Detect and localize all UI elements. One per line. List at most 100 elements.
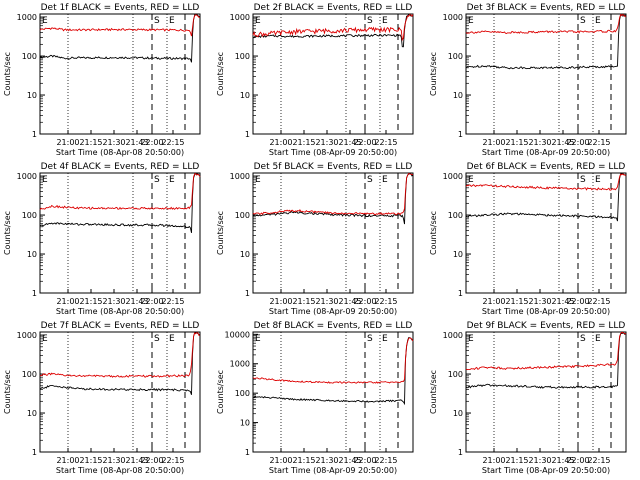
panel-title: Det 7f BLACK = Events, RED = LLD xyxy=(41,321,200,331)
plot-frame xyxy=(465,13,627,135)
y-tick-label: 1000 xyxy=(443,331,463,340)
x-tick-label: 21:30 xyxy=(102,297,125,306)
x-tick-label: 22:15 xyxy=(161,456,184,465)
x-tick-label: 22:00 xyxy=(566,456,589,465)
marker-s: S xyxy=(580,16,586,26)
x-tick-label: 22:15 xyxy=(374,297,397,306)
plot-frame xyxy=(39,331,201,453)
y-tick-label: 100 xyxy=(22,211,37,220)
marker-e: E xyxy=(595,175,601,185)
y-axis-label: Counts/sec xyxy=(216,370,225,414)
events-series-line xyxy=(39,14,201,63)
x-tick-label: 21:15 xyxy=(79,138,102,147)
detector-panel-9: Det 9f BLACK = Events, RED = LLD 1 10 100 10… xyxy=(429,321,627,475)
y-axis-label: Counts/sec xyxy=(3,211,12,255)
marker-e: E xyxy=(42,16,48,26)
x-tick-label: 22:15 xyxy=(587,297,610,306)
y-tick-label: 1000 xyxy=(443,172,463,181)
plot-frame xyxy=(252,172,414,294)
marker-e: E xyxy=(595,16,601,26)
events-series-line xyxy=(39,172,201,233)
x-tick-label: 21:15 xyxy=(79,297,102,306)
x-tick-label: 21:00 xyxy=(56,297,79,306)
y-tick-label: 100 xyxy=(235,52,250,61)
marker-e: E xyxy=(595,334,601,344)
y-tick-label: 1000 xyxy=(443,13,463,22)
x-tick-label: 22:15 xyxy=(374,456,397,465)
x-tick-label: 22:00 xyxy=(353,138,376,147)
y-tick-label: 100 xyxy=(235,389,250,398)
panel-title: Det 4f BLACK = Events, RED = LLD xyxy=(41,162,200,172)
marker-e: E xyxy=(468,334,474,344)
events-series-line xyxy=(253,14,413,48)
marker-e: E xyxy=(169,334,175,344)
x-tick-label: 21:15 xyxy=(292,297,315,306)
x-tick-label: 21:45 xyxy=(338,138,361,147)
marker-s: S xyxy=(580,334,586,344)
y-tick-label: 100 xyxy=(448,370,463,379)
y-tick-label: 1 xyxy=(458,448,463,457)
x-tick-label: 22:00 xyxy=(566,138,589,147)
marker-e: E xyxy=(468,16,474,26)
x-tick-label: 21:30 xyxy=(102,456,125,465)
y-tick-label: 10 xyxy=(27,91,37,100)
lld-series-line xyxy=(39,332,201,378)
marker-s: S xyxy=(367,334,373,344)
x-tick-label: 21:45 xyxy=(338,456,361,465)
x-axis-label: Start Time (08-Apr-09 20:50:00) xyxy=(482,307,610,316)
panel-title: Det 2f BLACK = Events, RED = LLD xyxy=(254,3,413,13)
x-tick-label: 22:15 xyxy=(587,138,610,147)
marker-e: E xyxy=(42,175,48,185)
x-tick-label: 21:00 xyxy=(269,297,292,306)
x-tick-label: 21:15 xyxy=(505,138,528,147)
y-tick-label: 10 xyxy=(240,250,250,259)
events-series-line xyxy=(465,173,627,222)
x-axis-label: Start Time (08-Apr-09 20:50:00) xyxy=(269,148,397,157)
marker-e: E xyxy=(255,175,261,185)
x-tick-label: 21:30 xyxy=(528,138,551,147)
y-tick-label: 1 xyxy=(458,289,463,298)
events-series-line xyxy=(465,13,627,70)
y-tick-label: 10 xyxy=(453,91,463,100)
events-series-line xyxy=(252,337,414,406)
y-tick-label: 100 xyxy=(22,52,37,61)
y-tick-label: 100 xyxy=(235,211,250,220)
x-axis-label: Start Time (08-Apr-08 20:50:00) xyxy=(56,148,184,157)
marker-s: S xyxy=(154,16,160,26)
x-tick-label: 22:00 xyxy=(566,297,589,306)
lld-series-line xyxy=(39,172,201,211)
x-tick-label: 21:43 xyxy=(125,456,148,465)
detector-panel-4: Det 4f BLACK = Events, RED = LLD 1 10 100 10… xyxy=(3,162,201,316)
x-tick-label: 22:15 xyxy=(587,456,610,465)
y-axis-label: Counts/sec xyxy=(429,370,438,414)
marker-e: E xyxy=(382,16,388,26)
plot-frame xyxy=(252,331,414,453)
lld-series-line xyxy=(252,337,414,384)
marker-s: S xyxy=(154,334,160,344)
detector-panel-6: Det 6f BLACK = Events, RED = LLD 1 10 100 10… xyxy=(429,162,627,316)
lld-series-line xyxy=(252,172,414,216)
y-tick-label: 1000 xyxy=(17,331,37,340)
y-tick-label: 1000 xyxy=(230,172,250,181)
marker-e: E xyxy=(468,175,474,185)
detector-panel-2: Det 2f BLACK = Events, RED = LLD 1 10 100 10… xyxy=(216,3,414,157)
lld-series-line xyxy=(465,13,627,34)
detector-panel-3: Det 3f BLACK = Events, RED = LLD 1 10 100 10… xyxy=(429,3,627,157)
detector-panel-7: Det 7f BLACK = Events, RED = LLD 1 10 100 10… xyxy=(3,321,201,475)
x-axis-label: Start Time (08-Apr-09 20:50:00) xyxy=(269,307,397,316)
marker-e: E xyxy=(255,16,261,26)
y-tick-label: 1000 xyxy=(17,13,37,22)
x-tick-label: 21:45 xyxy=(551,297,574,306)
y-axis-label: Counts/sec xyxy=(216,211,225,255)
marker-e: E xyxy=(42,334,48,344)
y-tick-label: 10 xyxy=(240,419,250,428)
x-tick-label: 21:30 xyxy=(315,297,338,306)
x-tick-label: 21:30 xyxy=(102,138,125,147)
x-tick-label: 21:30 xyxy=(315,138,338,147)
x-axis-label: Start Time (08-Apr-08 20:50:00) xyxy=(56,307,184,316)
marker-s: S xyxy=(367,175,373,185)
y-axis-label: Counts/sec xyxy=(3,370,12,414)
x-tick-label: 21:15 xyxy=(292,138,315,147)
y-tick-label: 1 xyxy=(32,448,37,457)
y-axis-label: Counts/sec xyxy=(429,52,438,96)
